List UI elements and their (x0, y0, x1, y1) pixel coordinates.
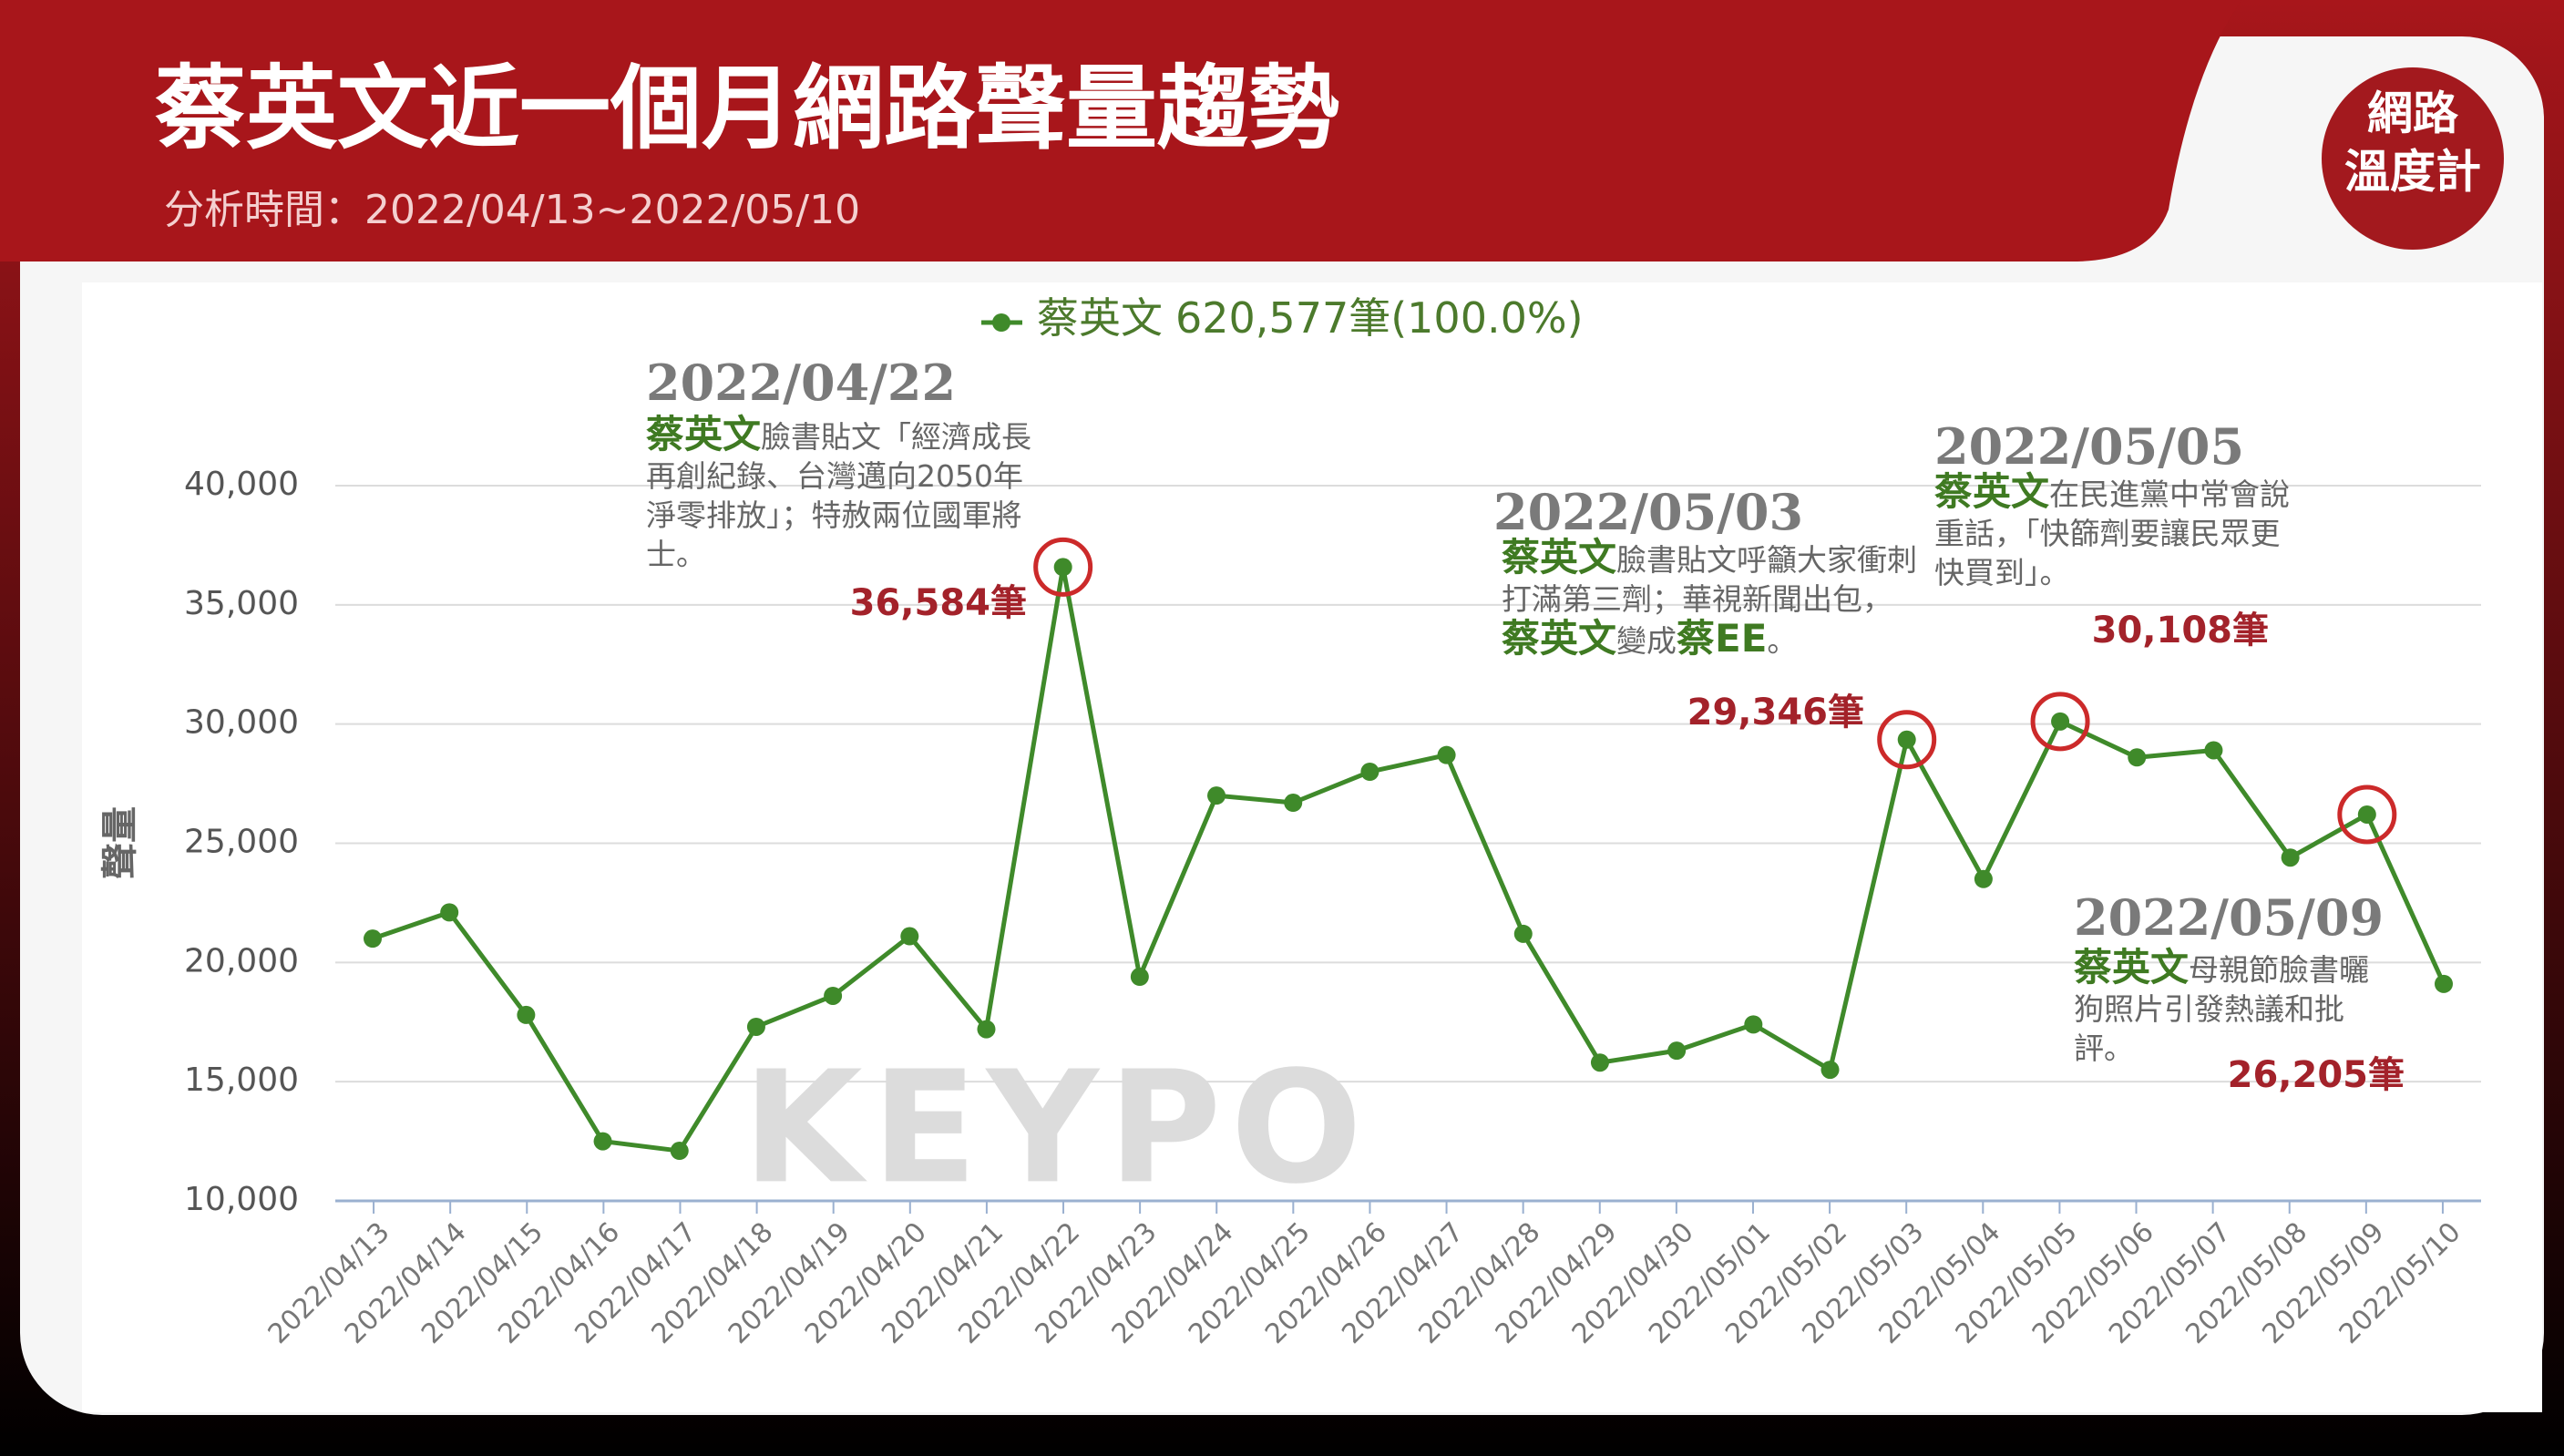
annotation-run: 蔡英文 (1502, 616, 1617, 661)
data-point (1744, 1015, 1763, 1034)
y-tick-label: 10,000 (184, 1181, 299, 1218)
data-point (517, 1005, 536, 1024)
y-tick-label: 15,000 (184, 1061, 299, 1099)
annotation-run: 母親節臉書曬狗照片引發熱議和批評。 (2074, 952, 2370, 1066)
annotation-date: 2022/05/09 (2074, 888, 2385, 947)
value-unit: 筆 (990, 582, 1027, 624)
logo (2322, 67, 2504, 250)
y-tick-label: 35,000 (184, 585, 299, 622)
value-unit: 筆 (2232, 610, 2269, 651)
data-point (1284, 794, 1303, 813)
plot-card (82, 282, 2542, 1412)
annotation-value: 26,205筆 (2228, 1037, 2405, 1101)
highlight-ring (2030, 692, 2090, 752)
y-tick-label: 30,000 (184, 704, 299, 742)
data-point (2051, 712, 2070, 731)
annotation-run: 變成 (1616, 623, 1677, 659)
annotation-value: 30,108筆 (2092, 592, 2269, 656)
annotation-run: 蔡EE (1677, 616, 1768, 661)
series-line (372, 566, 2446, 1154)
data-point (440, 903, 459, 922)
data-point (593, 1132, 612, 1151)
value-label: 26,205 (2227, 1054, 2368, 1096)
data-point (2204, 741, 2223, 760)
data-point (1437, 745, 1456, 764)
annotation-date: 2022/04/22 (646, 354, 957, 412)
legend-name: 蔡英文 (1037, 293, 1163, 343)
y-tick-label: 20,000 (184, 942, 299, 979)
annotation-date: 2022/05/05 (1934, 417, 2245, 476)
data-point (1053, 558, 1072, 577)
annotation-text: 蔡英文臉書貼文呼籲大家衝刺打滿第三劑；華視新聞出包，蔡英文變成蔡EE。 (1502, 538, 1921, 661)
annotation-run: 臉書貼文呼籲大家衝刺打滿第三劑；華視新聞出包， (1502, 542, 1918, 617)
y-tick-label: 25,000 (184, 824, 299, 861)
watermark: KEYPO (743, 1038, 1371, 1218)
annotation-run: 在民進黨中常會說重話，「快篩劑要讓民眾更快買到」。 (1934, 477, 2291, 590)
value-unit: 筆 (1828, 692, 1864, 733)
title: 蔡英文近一個月網路聲量趨勢 (155, 55, 1339, 161)
legend-marker (992, 313, 1010, 332)
data-point (2435, 974, 2453, 993)
annotation-text: 蔡英文在民進黨中常會說重話，「快篩劑要讓民眾更快買到」。 (1934, 472, 2308, 592)
data-point (1897, 730, 1916, 749)
annotation-run: 臉書貼文「經濟成長再創紀錄、台灣邁向2050年淨零排放」；特赦兩位國軍將士。 (646, 419, 1032, 572)
data-point (2357, 805, 2376, 824)
y-axis-label: 聲量 (99, 806, 141, 879)
annotation-value: 29,346筆 (1687, 674, 1864, 738)
value-label: 36,584 (849, 582, 990, 624)
annotation-run: 蔡英文 (646, 412, 762, 456)
data-point (824, 986, 843, 1005)
annotation-run: 。 (1767, 623, 1798, 659)
data-point (364, 929, 382, 948)
data-point (746, 1017, 765, 1036)
y-tick-label: 40,000 (184, 466, 299, 503)
header-band (0, 0, 2241, 261)
data-point (670, 1142, 689, 1161)
data-point (1590, 1053, 1609, 1072)
data-point (1974, 869, 1993, 888)
data-point (2281, 848, 2300, 867)
logo-text: 溫度計 (2344, 146, 2481, 199)
highlight-ring (1033, 537, 1093, 597)
annotation-run: 蔡英文 (2074, 945, 2190, 989)
data-point (1667, 1041, 1687, 1061)
data-point (1207, 786, 1226, 805)
annotation-run: 蔡英文 (1502, 535, 1617, 579)
annotation-text: 蔡英文母親節臉書曬狗照片引發熱議和批評。 (2074, 948, 2384, 1068)
subtitle: 分析時間：2022/04/13~2022/05/10 (164, 187, 860, 233)
data-point (1820, 1061, 1840, 1080)
highlight-ring (1877, 710, 1937, 770)
data-point (1360, 763, 1379, 781)
legend-entry: 蔡英文 620,577筆(100.0%) (1037, 293, 1584, 343)
annotation-run: 蔡英文 (1934, 469, 2050, 514)
data-point (2128, 748, 2147, 767)
value-label: 30,108 (2091, 610, 2232, 651)
data-point (1130, 968, 1149, 987)
annotation-date: 2022/05/03 (1493, 483, 1804, 541)
logo-text: 網路 (2367, 87, 2459, 140)
highlight-ring (2337, 784, 2397, 845)
annotation-value: 36,584筆 (850, 565, 1027, 629)
annotation-text: 蔡英文臉書貼文「經濟成長再創紀錄、台灣邁向2050年淨零排放」；特赦兩位國軍將士… (646, 415, 1047, 574)
data-point (900, 927, 919, 946)
value-label: 29,346 (1687, 692, 1828, 733)
data-point (977, 1020, 996, 1039)
value-unit: 筆 (2368, 1054, 2405, 1096)
data-point (1513, 924, 1533, 943)
legend-total: 620,577筆(100.0%) (1175, 293, 1584, 343)
